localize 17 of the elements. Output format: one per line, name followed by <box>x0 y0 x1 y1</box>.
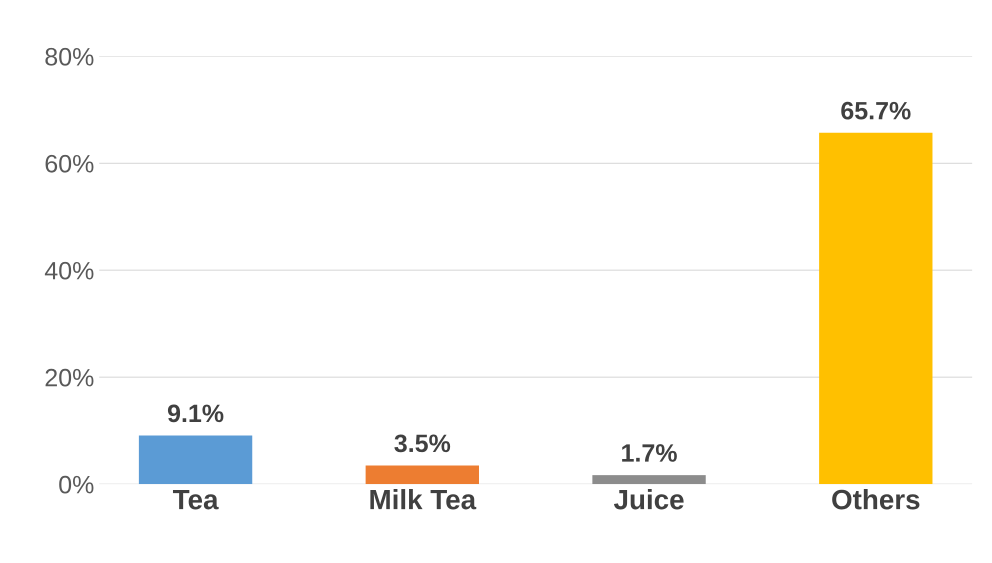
x-tick-label: Tea <box>172 490 219 510</box>
y-tick-label: 60% <box>46 154 94 173</box>
data-label: 65.7% <box>841 102 911 120</box>
data-label: 3.5% <box>394 434 450 452</box>
x-tick-label: Juice <box>614 489 684 510</box>
y-tick-label: 40% <box>44 262 94 280</box>
y-tick-label: 20% <box>46 368 94 387</box>
x-tick-label: Others <box>832 489 920 510</box>
bar <box>366 465 479 484</box>
y-tick-label: 0% <box>59 476 94 494</box>
bar <box>138 436 252 484</box>
x-tick-label: Milk Tea <box>370 489 476 510</box>
bar <box>592 475 706 484</box>
data-label: 9.1% <box>168 404 224 422</box>
y-tick-label: 80% <box>45 48 94 66</box>
bar <box>819 132 932 484</box>
data-label: 1.7% <box>622 444 677 462</box>
